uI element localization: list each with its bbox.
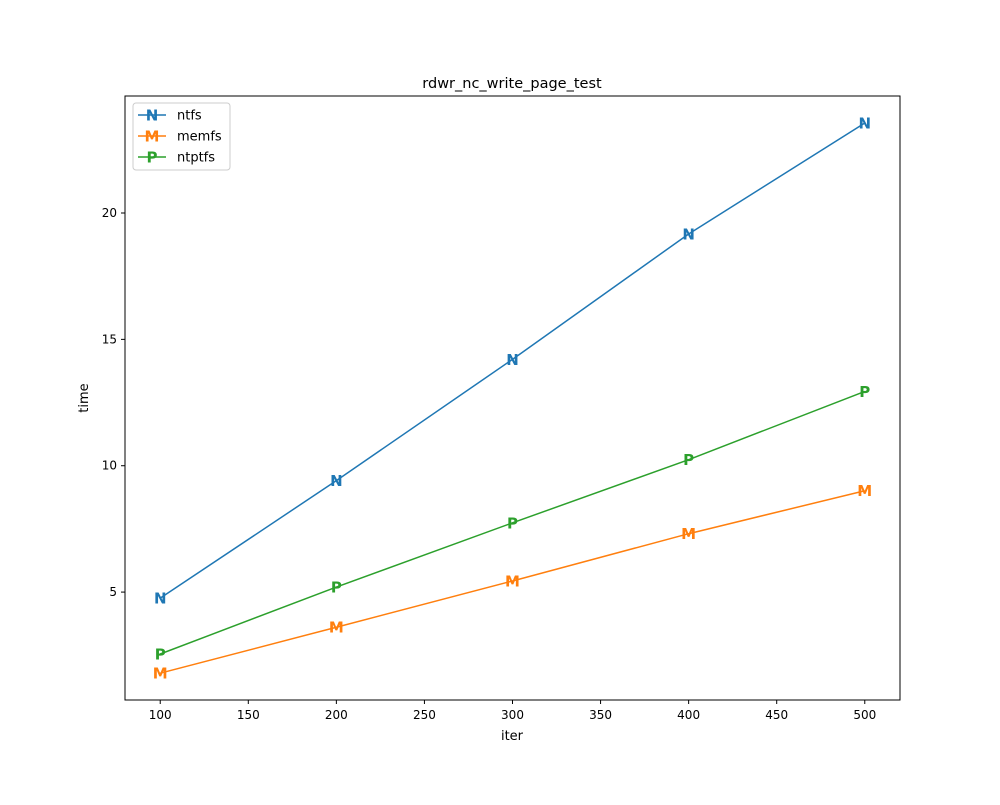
data-point-marker-memfs: M — [857, 482, 872, 500]
data-point-marker-memfs: M — [505, 572, 520, 590]
legend-marker-ntfs: N — [146, 107, 159, 125]
legend-label-ntfs: ntfs — [177, 109, 202, 124]
x-tick-label: 500 — [853, 708, 876, 722]
x-tick-label: 250 — [413, 708, 436, 722]
data-point-marker-ntfs: N — [154, 590, 167, 608]
data-point-marker-ntfs: N — [506, 351, 519, 369]
x-axis-label: iter — [501, 729, 524, 744]
x-axis: 100 150 200 250 300 350 400 450 500 — [149, 700, 876, 722]
series-line-ntptfs — [159, 390, 866, 655]
y-tick-label: 10 — [102, 459, 117, 473]
x-tick-label: 300 — [501, 708, 524, 722]
y-tick-label: 5 — [109, 585, 117, 599]
data-point-marker-ntptfs: P — [507, 514, 518, 532]
chart-title: rdwr_nc_write_page_test — [422, 76, 602, 92]
data-point-marker-memfs: M — [329, 619, 344, 637]
data-point-marker-ntptfs: P — [859, 383, 870, 401]
legend-label-memfs: memfs — [177, 130, 222, 145]
x-tick-label: 400 — [677, 708, 700, 722]
data-point-marker-ntptfs: P — [155, 646, 166, 664]
legend-marker-ntptfs: P — [147, 149, 158, 167]
y-tick-label: 20 — [102, 206, 117, 220]
legend-marker-memfs: M — [145, 128, 160, 146]
axes-frame — [124, 95, 901, 701]
x-tick-label: 450 — [765, 708, 788, 722]
y-axis: 5 10 15 20 — [102, 206, 125, 599]
data-point-marker-ntptfs: P — [683, 451, 694, 469]
x-tick-label: 200 — [325, 708, 348, 722]
x-tick-label: 100 — [149, 708, 172, 722]
legend-label-ntptfs: ntptfs — [177, 151, 215, 166]
data-point-marker-memfs: M — [681, 525, 696, 543]
data-point-marker-ntfs: N — [330, 472, 343, 490]
y-tick-label: 15 — [102, 332, 117, 346]
x-tick-label: 350 — [589, 708, 612, 722]
data-point-marker-ntptfs: P — [331, 579, 342, 597]
data-point-marker-memfs: M — [153, 665, 168, 683]
legend-box — [132, 102, 231, 171]
y-axis-label: time — [77, 383, 92, 412]
x-tick-label: 150 — [237, 708, 260, 722]
series-line-memfs — [160, 490, 865, 674]
series-line-ntfs — [159, 122, 866, 599]
data-point-marker-ntfs: N — [682, 225, 695, 243]
data-point-marker-ntfs: N — [858, 115, 871, 133]
